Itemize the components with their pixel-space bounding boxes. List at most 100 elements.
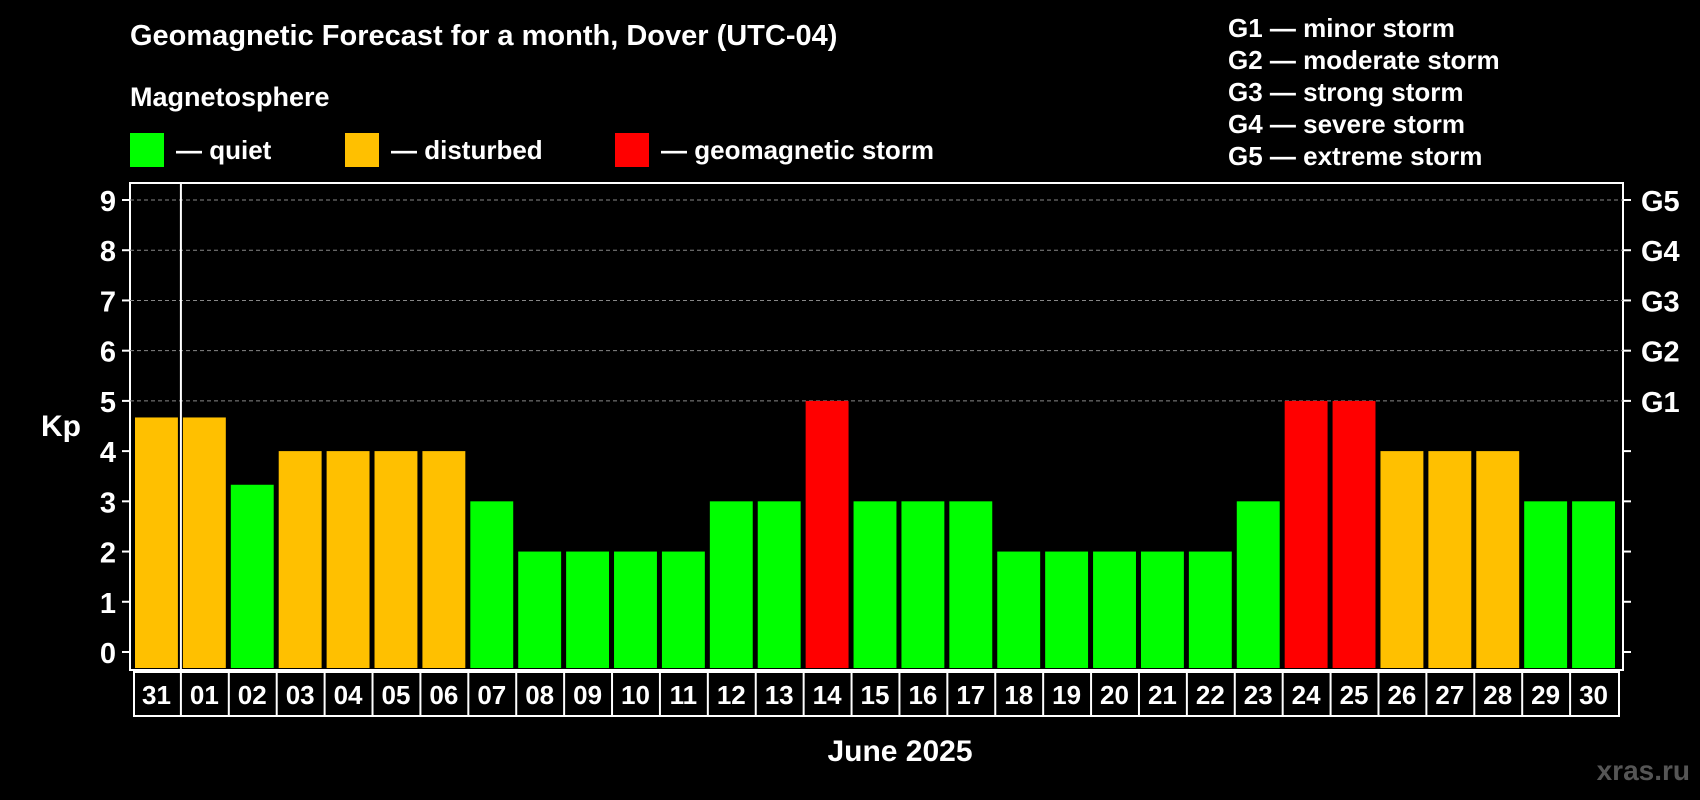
watermark: xras.ru: [1596, 755, 1690, 786]
x-tick-label-27: 27: [1435, 680, 1464, 710]
x-tick-label-21: 21: [1148, 680, 1177, 710]
bar-14: [805, 400, 849, 668]
bar-06: [422, 451, 466, 668]
legend-swatch-disturbed: [345, 133, 379, 167]
x-tick-label-04: 04: [334, 680, 363, 710]
x-tick-label-07: 07: [477, 680, 506, 710]
x-tick-label-24: 24: [1292, 680, 1321, 710]
x-tick-label-10: 10: [621, 680, 650, 710]
x-tick-label-20: 20: [1100, 680, 1129, 710]
legend-disturbed: — disturbed: [345, 133, 543, 167]
right-tick-label-G5: G5: [1641, 186, 1680, 218]
legend-storm: — geomagnetic storm: [615, 133, 934, 167]
x-tick-label-16: 16: [908, 680, 937, 710]
x-tick-label-05: 05: [382, 680, 411, 710]
date-row-frame: [133, 671, 1620, 717]
y-tick-label-2: 2: [100, 538, 116, 570]
storm-scale-g2: G2 — moderate storm: [1228, 45, 1500, 75]
x-tick-label-13: 13: [765, 680, 794, 710]
x-tick-label-09: 09: [573, 680, 602, 710]
bar-12: [709, 501, 753, 668]
x-tick-label-17: 17: [956, 680, 985, 710]
x-tick-label-11: 11: [670, 680, 698, 710]
y-axis-label: Kp: [41, 410, 81, 443]
right-tick-label-G2: G2: [1641, 337, 1680, 369]
right-tick-label-G4: G4: [1641, 236, 1680, 268]
bar-21: [1140, 551, 1184, 668]
x-tick-label-12: 12: [717, 680, 746, 710]
x-tick-label-31: 31: [142, 680, 171, 710]
x-axis-label-wrap: June 2025: [0, 735, 1700, 769]
x-tick-label-18: 18: [1004, 680, 1033, 710]
bar-10: [614, 551, 657, 668]
bar-31: [135, 417, 178, 668]
legend-label-disturbed: — disturbed: [391, 134, 543, 165]
bar-24: [1284, 400, 1328, 668]
bar-27: [1428, 451, 1472, 668]
storm-scale-g3: G3 — strong storm: [1228, 77, 1464, 107]
storm-scale-legend: G1 — minor storm G2 — moderate storm G3 …: [1228, 12, 1500, 172]
bar-07: [470, 501, 514, 668]
legend-heading: Magnetosphere: [130, 82, 330, 112]
x-tick-label-23: 23: [1244, 680, 1273, 710]
y-tick-label-0: 0: [100, 638, 116, 670]
bar-17: [949, 501, 993, 668]
bar-02: [230, 484, 274, 668]
bar-13: [757, 501, 801, 668]
legend-label-storm: — geomagnetic storm: [661, 134, 935, 165]
x-tick-label-25: 25: [1340, 680, 1369, 710]
x-tick-label-19: 19: [1052, 680, 1081, 710]
right-tick-label-G1: G1: [1641, 387, 1680, 419]
right-tick-label-G3: G3: [1641, 286, 1680, 318]
bar-08: [518, 551, 562, 668]
x-tick-label-01: 01: [190, 680, 219, 710]
bar-18: [997, 551, 1041, 668]
bar-04: [326, 451, 370, 668]
x-axis-label: June 2025: [827, 735, 973, 768]
x-tick-label-03: 03: [286, 680, 315, 710]
bar-29: [1524, 501, 1568, 668]
chart-title: Geomagnetic Forecast for a month, Dover …: [130, 20, 838, 52]
x-tick-label-15: 15: [861, 680, 890, 710]
x-tick-label-22: 22: [1196, 680, 1225, 710]
y-tick-label-9: 9: [100, 186, 116, 218]
y-tick-label-7: 7: [100, 286, 116, 318]
bar-01: [182, 417, 226, 668]
legend-quiet: — quiet: [130, 133, 271, 167]
y-tick-label-8: 8: [100, 236, 116, 268]
y-tick-label-4: 4: [100, 437, 116, 469]
bar-15: [853, 501, 897, 668]
x-tick-label-30: 30: [1579, 680, 1608, 710]
bar-23: [1236, 501, 1280, 668]
bar-28: [1476, 451, 1520, 668]
storm-scale-g1: G1 — minor storm: [1228, 13, 1455, 43]
bar-19: [1045, 551, 1089, 668]
plot-frame: [129, 182, 1624, 671]
y-tick-label-5: 5: [100, 387, 116, 419]
legend-label-quiet: — quiet: [176, 134, 272, 165]
y-tick-label-3: 3: [100, 487, 116, 519]
x-tick-label-06: 06: [429, 680, 458, 710]
bar-25: [1332, 400, 1376, 668]
legend-swatch-storm: [615, 133, 649, 167]
x-tick-label-26: 26: [1387, 680, 1416, 710]
bar-22: [1188, 551, 1232, 668]
x-tick-label-28: 28: [1483, 680, 1512, 710]
y-tick-label-1: 1: [100, 588, 116, 620]
bar-30: [1572, 501, 1615, 668]
bar-03: [278, 451, 322, 668]
bar-09: [566, 551, 610, 668]
bar-16: [901, 501, 945, 668]
storm-scale-g5: G5 — extreme storm: [1228, 141, 1483, 171]
bar-05: [374, 451, 418, 668]
x-tick-label-02: 02: [238, 680, 267, 710]
x-tick-label-08: 08: [525, 680, 554, 710]
x-tick-label-14: 14: [813, 680, 842, 710]
bar-20: [1093, 551, 1136, 668]
y-tick-label-6: 6: [100, 337, 116, 369]
x-tick-label-29: 29: [1531, 680, 1560, 710]
bar-11: [661, 551, 705, 668]
legend-swatch-quiet: [130, 133, 164, 167]
bar-26: [1380, 451, 1424, 668]
